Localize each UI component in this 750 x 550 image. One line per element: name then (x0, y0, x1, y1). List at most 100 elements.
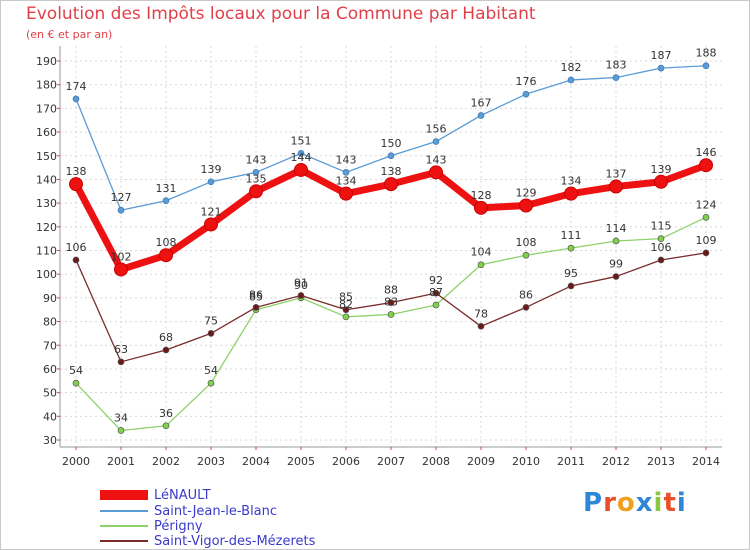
data-point (522, 90, 530, 98)
data-label: 156 (426, 123, 447, 136)
x-tick-label: 2014 (692, 455, 720, 468)
logo-letter: i (653, 488, 664, 518)
data-point (564, 186, 578, 201)
data-point (654, 174, 668, 189)
data-point (207, 379, 215, 387)
data-label: 128 (471, 189, 492, 202)
data-point (162, 346, 170, 354)
data-point (702, 249, 710, 257)
data-label: 134 (336, 175, 357, 188)
y-tick-label: 90 (43, 292, 57, 305)
data-label: 108 (516, 236, 537, 249)
data-label: 139 (201, 163, 222, 176)
data-label: 121 (201, 205, 222, 218)
x-tick-label: 2011 (557, 455, 585, 468)
data-label: 86 (249, 288, 263, 301)
data-point (699, 158, 713, 173)
chart-data-labels: 174 127 131 139 143 151 143 150 156 167 176 182 183 1… (66, 47, 717, 425)
data-point (522, 304, 530, 311)
data-label: 106 (651, 241, 672, 254)
data-point (159, 248, 173, 263)
data-point (702, 213, 710, 221)
x-tick-label: 2006 (332, 455, 360, 468)
x-tick-label: 2001 (107, 455, 135, 468)
data-point (207, 330, 215, 337)
data-point (612, 237, 620, 245)
data-label: 188 (696, 47, 717, 60)
y-tick-label: 30 (43, 434, 57, 447)
logo-letter: o (616, 488, 636, 518)
data-label: 182 (561, 61, 582, 74)
data-label: 138 (66, 165, 87, 178)
x-tick-label: 2010 (512, 455, 540, 468)
data-label: 36 (159, 407, 173, 420)
data-label: 143 (336, 153, 357, 166)
data-label: 135 (246, 172, 267, 185)
data-label: 86 (519, 288, 533, 301)
y-tick-label: 110 (36, 245, 57, 258)
data-point (432, 138, 440, 145)
data-point (252, 304, 260, 311)
data-point (117, 206, 125, 214)
data-point (429, 165, 443, 180)
x-tick-label: 2007 (377, 455, 405, 468)
logo-letter: i (676, 488, 687, 518)
data-label: 151 (291, 134, 312, 147)
data-label: 82 (339, 298, 353, 311)
y-tick-label: 150 (36, 150, 57, 163)
y-tick-label: 190 (36, 55, 57, 68)
y-tick-label: 40 (43, 410, 57, 423)
y-tick-label: 130 (36, 197, 57, 210)
x-tick-label: 2003 (197, 455, 225, 468)
y-tick-label: 80 (43, 316, 57, 329)
data-point (252, 168, 260, 176)
data-label: 85 (339, 291, 353, 304)
chart-grid (60, 46, 722, 447)
y-tick-label: 180 (36, 79, 57, 92)
data-label: 138 (381, 165, 402, 178)
data-label: 183 (606, 59, 627, 72)
chart-series (69, 62, 713, 434)
data-label: 54 (204, 364, 218, 377)
x-tick-label: 2009 (467, 455, 495, 468)
data-point (567, 282, 575, 290)
legend-label-saint-jean-le-blanc: Saint-Jean-le-Blanc (154, 504, 278, 519)
y-tick-label: 50 (43, 387, 57, 400)
x-tick-label: 2005 (287, 455, 315, 468)
data-label: 144 (291, 151, 312, 164)
y-tick-label: 170 (36, 102, 57, 115)
data-label: 102 (111, 250, 132, 263)
data-point (69, 177, 83, 192)
data-label: 109 (696, 234, 717, 247)
data-label: 143 (246, 153, 267, 166)
data-label: 78 (474, 307, 488, 320)
data-point (387, 299, 395, 306)
x-tick-label: 2002 (152, 455, 180, 468)
data-point (432, 289, 440, 297)
data-label: 95 (564, 267, 578, 280)
y-tick-label: 160 (36, 126, 57, 139)
data-point (657, 256, 665, 264)
data-label: 92 (429, 274, 443, 287)
data-label: 108 (156, 236, 177, 249)
proxiti-logo: Proxiti (583, 488, 687, 518)
data-point (519, 198, 533, 213)
data-point (702, 62, 710, 70)
data-point (294, 162, 308, 177)
series-saint-vigor-des-m-zerets (72, 249, 710, 366)
data-point (387, 152, 395, 160)
data-label: 90 (294, 279, 308, 292)
y-tick-label: 140 (36, 173, 57, 186)
data-point (342, 168, 350, 176)
data-point (657, 235, 665, 243)
legend-swatch-saint-vigor (100, 540, 148, 542)
data-point (477, 261, 485, 269)
data-point (387, 311, 395, 318)
data-point (207, 178, 215, 186)
data-point (342, 306, 350, 314)
data-label: 99 (609, 258, 623, 271)
data-point (474, 200, 488, 215)
data-point (162, 422, 170, 430)
legend-label-saint-vigor: Saint-Vigor-des-Mézerets (154, 534, 316, 549)
